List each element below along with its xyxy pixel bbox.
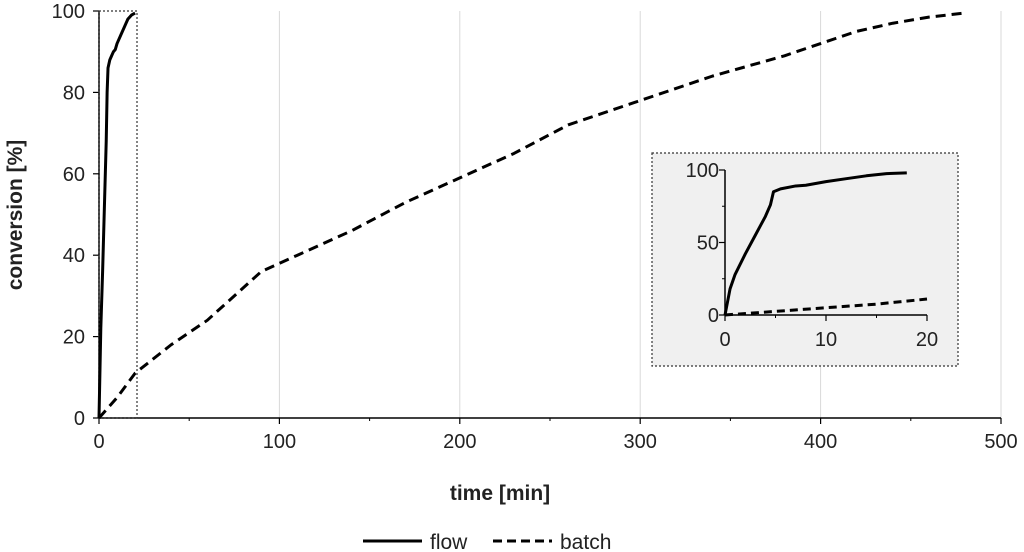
legend: flow batch	[363, 531, 611, 552]
series-batch-line	[97, 11, 966, 419]
x-tick-label: 300	[624, 431, 657, 453]
y-tick-label: 40	[63, 245, 85, 267]
inset-axes	[719, 169, 928, 321]
inset-chart: 0 10 20 0 50 100	[651, 152, 959, 367]
y-tick-label: 20	[63, 327, 85, 349]
x-tick-label: 500	[984, 431, 1017, 453]
inset-x-tick-label: 20	[916, 329, 938, 351]
series-flow-line	[97, 11, 136, 419]
y-tick-label: 60	[63, 164, 85, 186]
main-series	[97, 11, 966, 419]
x-tick-label: 0	[93, 431, 104, 453]
inset-series-batch-line	[724, 297, 928, 317]
inset-x-tick-label: 10	[815, 329, 837, 351]
inset-series-flow-line	[723, 171, 907, 316]
inset-series	[723, 171, 928, 317]
legend-label-batch: batch	[560, 531, 611, 552]
x-axis-title: time [min]	[450, 482, 550, 505]
y-axis-title: conversion [%]	[4, 140, 27, 291]
zoom-region-box	[98, 10, 138, 419]
x-tick-label: 400	[804, 431, 837, 453]
inset-tick-labels: 0 10 20 0 50 100	[686, 160, 939, 351]
inset-y-tick-label: 0	[708, 305, 719, 327]
inset-x-tick-label: 0	[719, 329, 730, 351]
y-tick-label: 0	[74, 408, 85, 430]
legend-label-flow: flow	[430, 531, 468, 552]
y-tick-label: 80	[63, 82, 85, 104]
inset-y-tick-label: 50	[697, 233, 719, 255]
y-tick-label: 100	[52, 1, 85, 23]
x-tick-label: 200	[443, 431, 476, 453]
x-tick-label: 100	[263, 431, 296, 453]
inset-background	[651, 152, 959, 367]
inset-y-tick-label: 100	[686, 160, 719, 182]
